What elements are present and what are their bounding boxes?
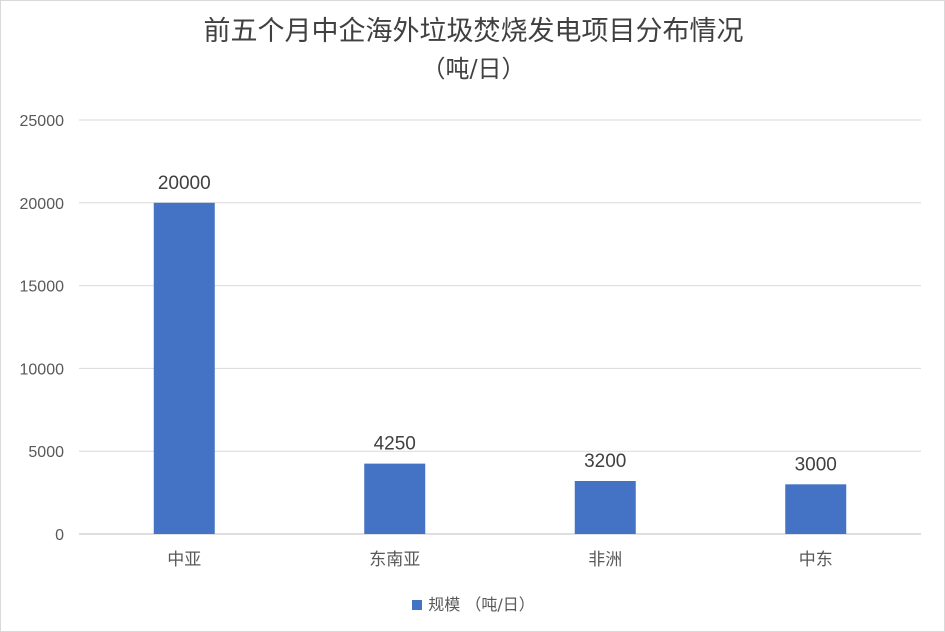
y-tick-label: 15000 <box>20 279 65 296</box>
gridlines <box>79 119 921 535</box>
data-label: 3000 <box>795 454 837 475</box>
bar <box>364 463 426 534</box>
data-label: 4250 <box>374 434 416 455</box>
bar <box>785 484 847 534</box>
y-axis-ticks: 0 5000 10000 15000 20000 25000 <box>20 113 65 544</box>
y-tick-label: 10000 <box>20 361 65 378</box>
y-tick-label: 5000 <box>28 444 64 461</box>
plot-area: 0 5000 10000 15000 20000 25000 20000 4250 3200 3… <box>20 113 921 570</box>
x-axis-categories: 中亚 东南亚 非洲 中东 <box>167 550 833 570</box>
legend-swatch <box>412 599 423 610</box>
y-tick-label: 20000 <box>20 196 65 213</box>
title-block: 前五个月中企海外垃圾焚烧发电项目分布情况 （吨/日） <box>1 13 945 87</box>
legend-label: 规模 （吨/日） <box>428 595 535 614</box>
chart-title: 前五个月中企海外垃圾焚烧发电项目分布情况 <box>203 16 744 47</box>
legend: 规模 （吨/日） <box>1 591 945 615</box>
y-tick-label: 0 <box>55 527 64 544</box>
data-label: 3200 <box>584 451 626 472</box>
x-category-label: 中亚 <box>167 550 201 570</box>
data-label: 20000 <box>158 173 211 194</box>
y-tick-label: 25000 <box>20 113 65 130</box>
chart-subtitle: （吨/日） <box>421 55 526 83</box>
bars <box>153 202 847 535</box>
data-labels: 20000 4250 3200 3000 <box>158 173 837 476</box>
bar <box>153 202 215 535</box>
x-category-label: 非洲 <box>588 550 622 570</box>
x-category-label: 中东 <box>799 550 833 570</box>
bar <box>574 481 636 534</box>
x-category-label: 东南亚 <box>369 550 420 570</box>
